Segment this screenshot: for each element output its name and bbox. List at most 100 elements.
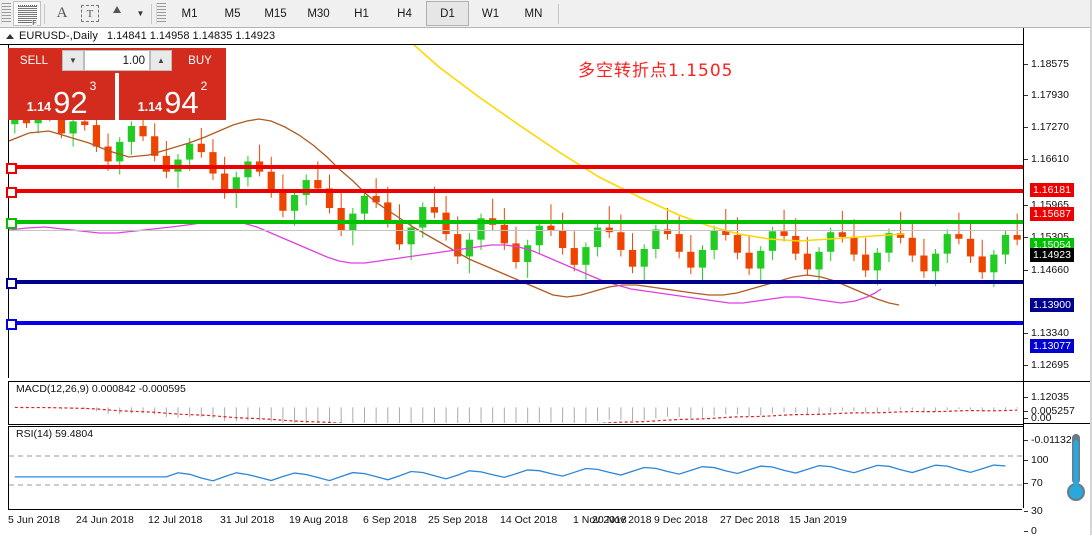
- axis-tick: 1.17270: [1024, 121, 1069, 133]
- axis-price-label[interactable]: 1.13900: [1030, 298, 1074, 312]
- candle-body: [652, 229, 660, 249]
- date-tick-label: 31 Jul 2018: [220, 514, 275, 526]
- axis-price-label[interactable]: 1.15687: [1030, 207, 1074, 221]
- price-chart-pane[interactable]: [6, 45, 1023, 378]
- date-tick-label: 25 Sep 2018: [428, 514, 488, 526]
- candle-body: [407, 227, 415, 245]
- shapes-icon[interactable]: [104, 1, 132, 26]
- macd-pane[interactable]: MACD(12,26,9) 0.000842 -0.000595: [8, 381, 1023, 425]
- date-tick-label: 24 Jun 2018: [76, 514, 134, 526]
- candle-body: [768, 231, 777, 251]
- level-line-pivot[interactable]: [9, 220, 1023, 224]
- text-label-icon[interactable]: A: [56, 5, 68, 21]
- candle-body: [186, 143, 194, 160]
- level-handle-resistance-1[interactable]: [6, 163, 17, 174]
- level-line-support-1[interactable]: [9, 280, 1023, 284]
- toolbar: A T ▼ M1 M5 M15 M30 H1 H4 D1 W1 MN: [0, 0, 1092, 28]
- candle-body: [81, 121, 89, 126]
- candle-body: [197, 143, 205, 153]
- buy-button[interactable]: BUY: [174, 48, 226, 73]
- chart-annotation-text[interactable]: 多空转折点1.1505: [578, 61, 734, 81]
- candle-body: [722, 230, 730, 236]
- date-tick-label: 19 Aug 2018: [289, 514, 348, 526]
- order-panel[interactable]: SELL ▼ 1.00 ▲ BUY 1.14 92 3 1.14 94 2: [8, 48, 226, 120]
- timeframe-mn[interactable]: MN: [524, 7, 543, 20]
- sell-button[interactable]: SELL: [8, 48, 60, 73]
- crosshair-f-icon[interactable]: [13, 1, 41, 27]
- lot-decrease-icon[interactable]: ▼: [62, 50, 84, 71]
- chart-ohlc-values: 1.14841 1.14958 1.14835 1.14923: [106, 30, 276, 42]
- date-tick-label: 9 Dec 2018: [654, 514, 708, 526]
- level-handle-support-1[interactable]: [6, 278, 17, 289]
- timeframe-m15[interactable]: M15: [264, 7, 287, 20]
- shapes-dropdown-icon[interactable]: ▼: [136, 9, 145, 18]
- buy-price-main: 94: [164, 85, 199, 120]
- ma-mid-line: [9, 118, 900, 306]
- timeframe-h4[interactable]: H4: [397, 7, 412, 20]
- toolbar-divider-2: [151, 3, 152, 24]
- date-axis: 5 Jun 2018 24 Jun 2018 12 Jul 2018 31 Jul 2…: [8, 509, 1022, 535]
- candle-body: [897, 233, 905, 238]
- candle-body: [582, 247, 590, 265]
- lot-size-stepper[interactable]: ▼ 1.00 ▲: [60, 48, 174, 73]
- axis-tick: 100: [1024, 454, 1049, 466]
- rsi-pane[interactable]: RSI(14) 59.4804: [8, 426, 1023, 509]
- timeframe-d1[interactable]: D1: [426, 1, 469, 26]
- level-line-current-price: [9, 230, 1023, 231]
- candle-body: [780, 231, 788, 236]
- level-line-resistance-2[interactable]: [9, 189, 1023, 193]
- sell-price-fraction: 3: [89, 79, 97, 93]
- timeframe-h1[interactable]: H1: [354, 7, 369, 20]
- candle-body: [885, 233, 893, 253]
- date-tick-label: 5 Jun 2018: [8, 514, 60, 526]
- timeframe-m1[interactable]: M1: [181, 7, 198, 20]
- level-handle-support-2[interactable]: [6, 319, 17, 330]
- lot-increase-icon[interactable]: ▲: [150, 50, 172, 71]
- chart-header: EURUSD-,Daily 1.14841 1.14958 1.14835 1.…: [0, 28, 1092, 45]
- toolbar-divider-3: [558, 3, 559, 24]
- level-handle-resistance-2[interactable]: [6, 187, 17, 198]
- candle-body: [69, 121, 77, 134]
- axis-price-label[interactable]: 1.13077: [1030, 339, 1074, 353]
- axis-divider-rsi: [1024, 423, 1092, 424]
- level-handle-pivot[interactable]: [6, 218, 17, 229]
- ma-short-line: [9, 220, 882, 304]
- toolbar-divider-1: [44, 3, 45, 24]
- candle-body: [862, 254, 870, 271]
- buy-price-box[interactable]: 1.14 94 2: [119, 73, 226, 120]
- candle-body: [524, 245, 532, 263]
- axis-tick: 1.18575: [1024, 58, 1069, 70]
- text-box-icon[interactable]: T: [76, 1, 104, 26]
- level-line-resistance-1[interactable]: [9, 165, 1023, 169]
- candle-body: [978, 256, 986, 273]
- price-axis[interactable]: 1.18575 1.17930 1.17270 1.16610 1.15965 1.153…: [1023, 28, 1092, 537]
- candle-body: [792, 235, 800, 254]
- date-tick-label: 6 Sep 2018: [363, 514, 417, 526]
- axis-price-label[interactable]: 1.16181: [1030, 183, 1074, 197]
- candle-body: [803, 253, 811, 270]
- candle-body: [559, 230, 567, 249]
- rsi-svg: [9, 455, 1023, 486]
- candle-body: [127, 126, 135, 142]
- toolbar-grip-1[interactable]: [1, 3, 11, 24]
- candle-body: [733, 235, 742, 253]
- axis-price-label[interactable]: 1.14923: [1030, 248, 1074, 262]
- thermometer-icon[interactable]: [1066, 432, 1086, 506]
- date-tick-label: 15 Jan 2019: [789, 514, 847, 526]
- toolbar-grip-2[interactable]: [156, 3, 166, 24]
- macd-svg: [14, 406, 1018, 423]
- lot-size-input[interactable]: 1.00: [84, 50, 150, 71]
- triangle-up-icon[interactable]: [6, 33, 14, 39]
- timeframe-m30[interactable]: M30: [307, 7, 330, 20]
- candle-body: [955, 234, 963, 239]
- candle-body: [221, 173, 229, 194]
- candle-body: [477, 218, 485, 240]
- buy-price-fraction: 2: [200, 79, 208, 93]
- macd-histogram: [25, 407, 1018, 423]
- candle-body: [943, 234, 951, 254]
- sell-price-box[interactable]: 1.14 92 3: [8, 73, 115, 120]
- candle-body: [990, 254, 998, 273]
- timeframe-w1[interactable]: W1: [481, 7, 500, 20]
- timeframe-m5[interactable]: M5: [224, 7, 241, 20]
- level-line-support-2[interactable]: [9, 321, 1023, 325]
